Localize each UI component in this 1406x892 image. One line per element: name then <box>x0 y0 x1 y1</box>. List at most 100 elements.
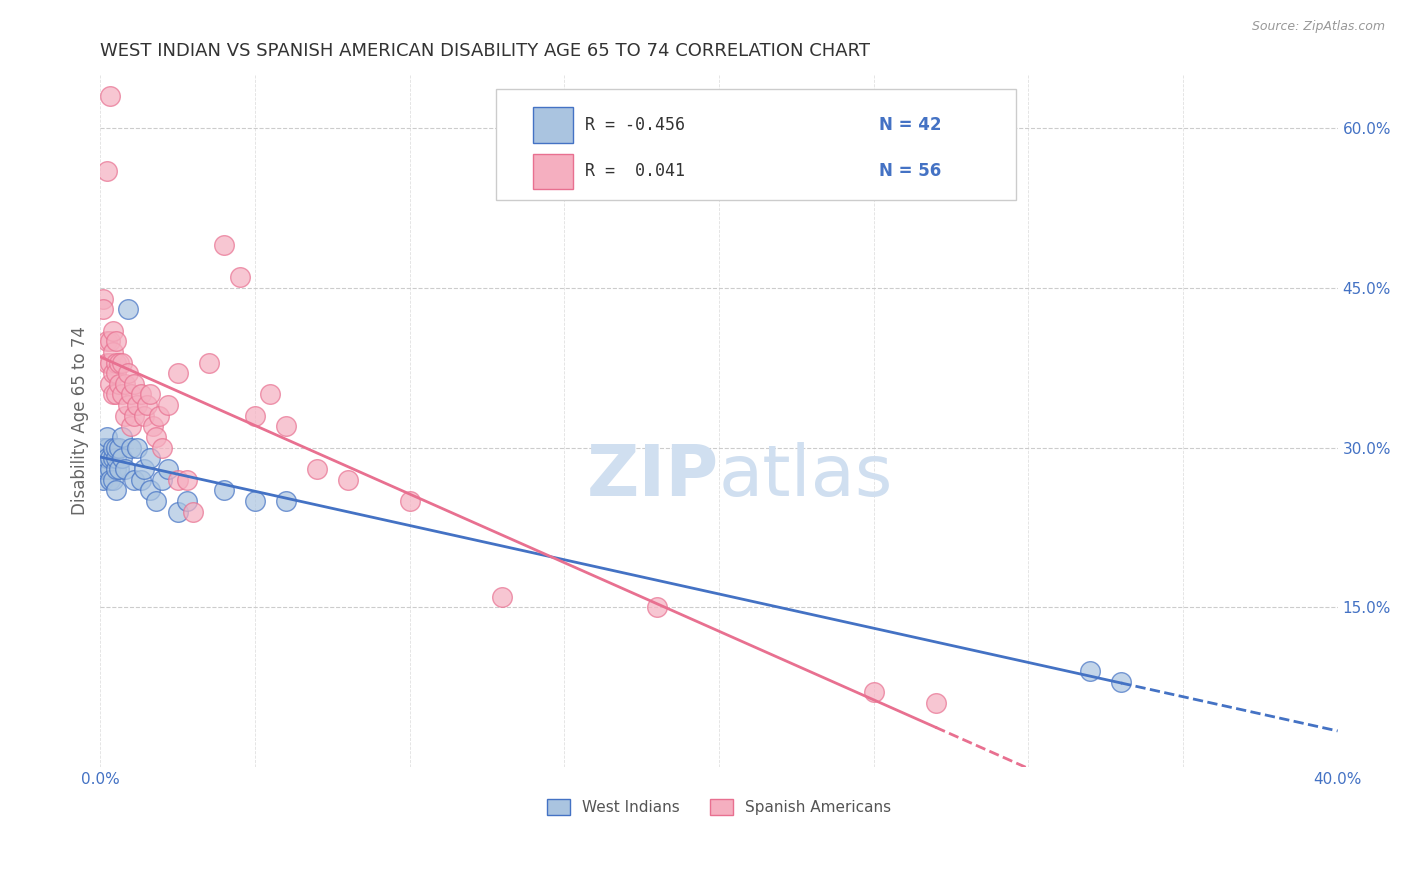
Point <box>98 462 121 476</box>
Point <box>104 366 127 380</box>
Point <box>1109 674 1132 689</box>
Point <box>111 355 134 369</box>
Point <box>93 462 115 476</box>
Point <box>157 398 180 412</box>
Point <box>108 462 131 476</box>
Point <box>93 441 115 455</box>
Point <box>398 494 420 508</box>
Text: Source: ZipAtlas.com: Source: ZipAtlas.com <box>1251 20 1385 33</box>
Point <box>104 441 127 455</box>
Text: N = 56: N = 56 <box>880 162 942 180</box>
Point <box>243 409 266 423</box>
Point <box>645 600 668 615</box>
Legend: West Indians, Spanish Americans: West Indians, Spanish Americans <box>540 793 897 822</box>
Point <box>114 376 136 391</box>
Point <box>862 685 884 699</box>
Point <box>181 504 204 518</box>
Text: atlas: atlas <box>718 442 893 511</box>
Point <box>104 355 127 369</box>
Point <box>129 473 152 487</box>
Point <box>101 387 124 401</box>
Point <box>93 473 115 487</box>
Point <box>120 441 142 455</box>
Point <box>96 355 118 369</box>
Point <box>491 590 513 604</box>
Point <box>157 462 180 476</box>
Text: N = 42: N = 42 <box>879 116 942 134</box>
Point <box>108 355 131 369</box>
Point <box>212 483 235 498</box>
Point <box>139 483 162 498</box>
Point <box>135 398 157 412</box>
Point <box>98 334 121 349</box>
Point <box>166 504 188 518</box>
Point <box>120 419 142 434</box>
Point <box>166 366 188 380</box>
Point <box>142 419 165 434</box>
Point <box>104 483 127 498</box>
Point <box>259 387 281 401</box>
Point <box>120 387 142 401</box>
Point <box>111 387 134 401</box>
Text: R = -0.456: R = -0.456 <box>585 116 685 134</box>
Point <box>101 441 124 455</box>
Point <box>93 292 115 306</box>
Point <box>101 473 124 487</box>
Point <box>176 494 198 508</box>
Point <box>111 430 134 444</box>
Point <box>98 89 121 103</box>
Point <box>93 302 115 317</box>
Point <box>93 451 115 466</box>
Point <box>132 462 155 476</box>
Point <box>117 366 139 380</box>
Point <box>305 462 328 476</box>
Point <box>150 441 173 455</box>
Point <box>124 409 146 423</box>
Text: R =  0.041: R = 0.041 <box>585 162 685 180</box>
Point <box>96 451 118 466</box>
Point <box>129 387 152 401</box>
Point <box>148 409 170 423</box>
Point <box>176 473 198 487</box>
Point <box>124 473 146 487</box>
Point <box>117 302 139 317</box>
Point <box>336 473 359 487</box>
Point <box>96 164 118 178</box>
Point <box>166 473 188 487</box>
Point <box>139 451 162 466</box>
Point <box>127 398 149 412</box>
Point <box>98 376 121 391</box>
Point <box>145 430 167 444</box>
Point <box>114 462 136 476</box>
Y-axis label: Disability Age 65 to 74: Disability Age 65 to 74 <box>72 326 89 516</box>
Point <box>127 441 149 455</box>
Point <box>145 494 167 508</box>
Point <box>150 473 173 487</box>
Point <box>98 355 121 369</box>
Point <box>101 451 124 466</box>
Point <box>96 462 118 476</box>
Point <box>96 334 118 349</box>
Point <box>108 376 131 391</box>
FancyBboxPatch shape <box>496 89 1017 200</box>
Point <box>111 451 134 466</box>
Point <box>274 419 297 434</box>
Point <box>228 270 250 285</box>
Point <box>1078 664 1101 678</box>
Point <box>108 441 131 455</box>
Point <box>98 451 121 466</box>
Point <box>98 473 121 487</box>
FancyBboxPatch shape <box>533 107 574 143</box>
Point <box>197 355 219 369</box>
Point <box>96 430 118 444</box>
Point <box>104 451 127 466</box>
Point <box>96 451 118 466</box>
Text: ZIP: ZIP <box>586 442 718 511</box>
Text: WEST INDIAN VS SPANISH AMERICAN DISABILITY AGE 65 TO 74 CORRELATION CHART: WEST INDIAN VS SPANISH AMERICAN DISABILI… <box>100 42 870 60</box>
Point <box>114 409 136 423</box>
Point <box>212 238 235 252</box>
Point <box>96 441 118 455</box>
Point <box>139 387 162 401</box>
Point <box>101 366 124 380</box>
Point <box>101 344 124 359</box>
